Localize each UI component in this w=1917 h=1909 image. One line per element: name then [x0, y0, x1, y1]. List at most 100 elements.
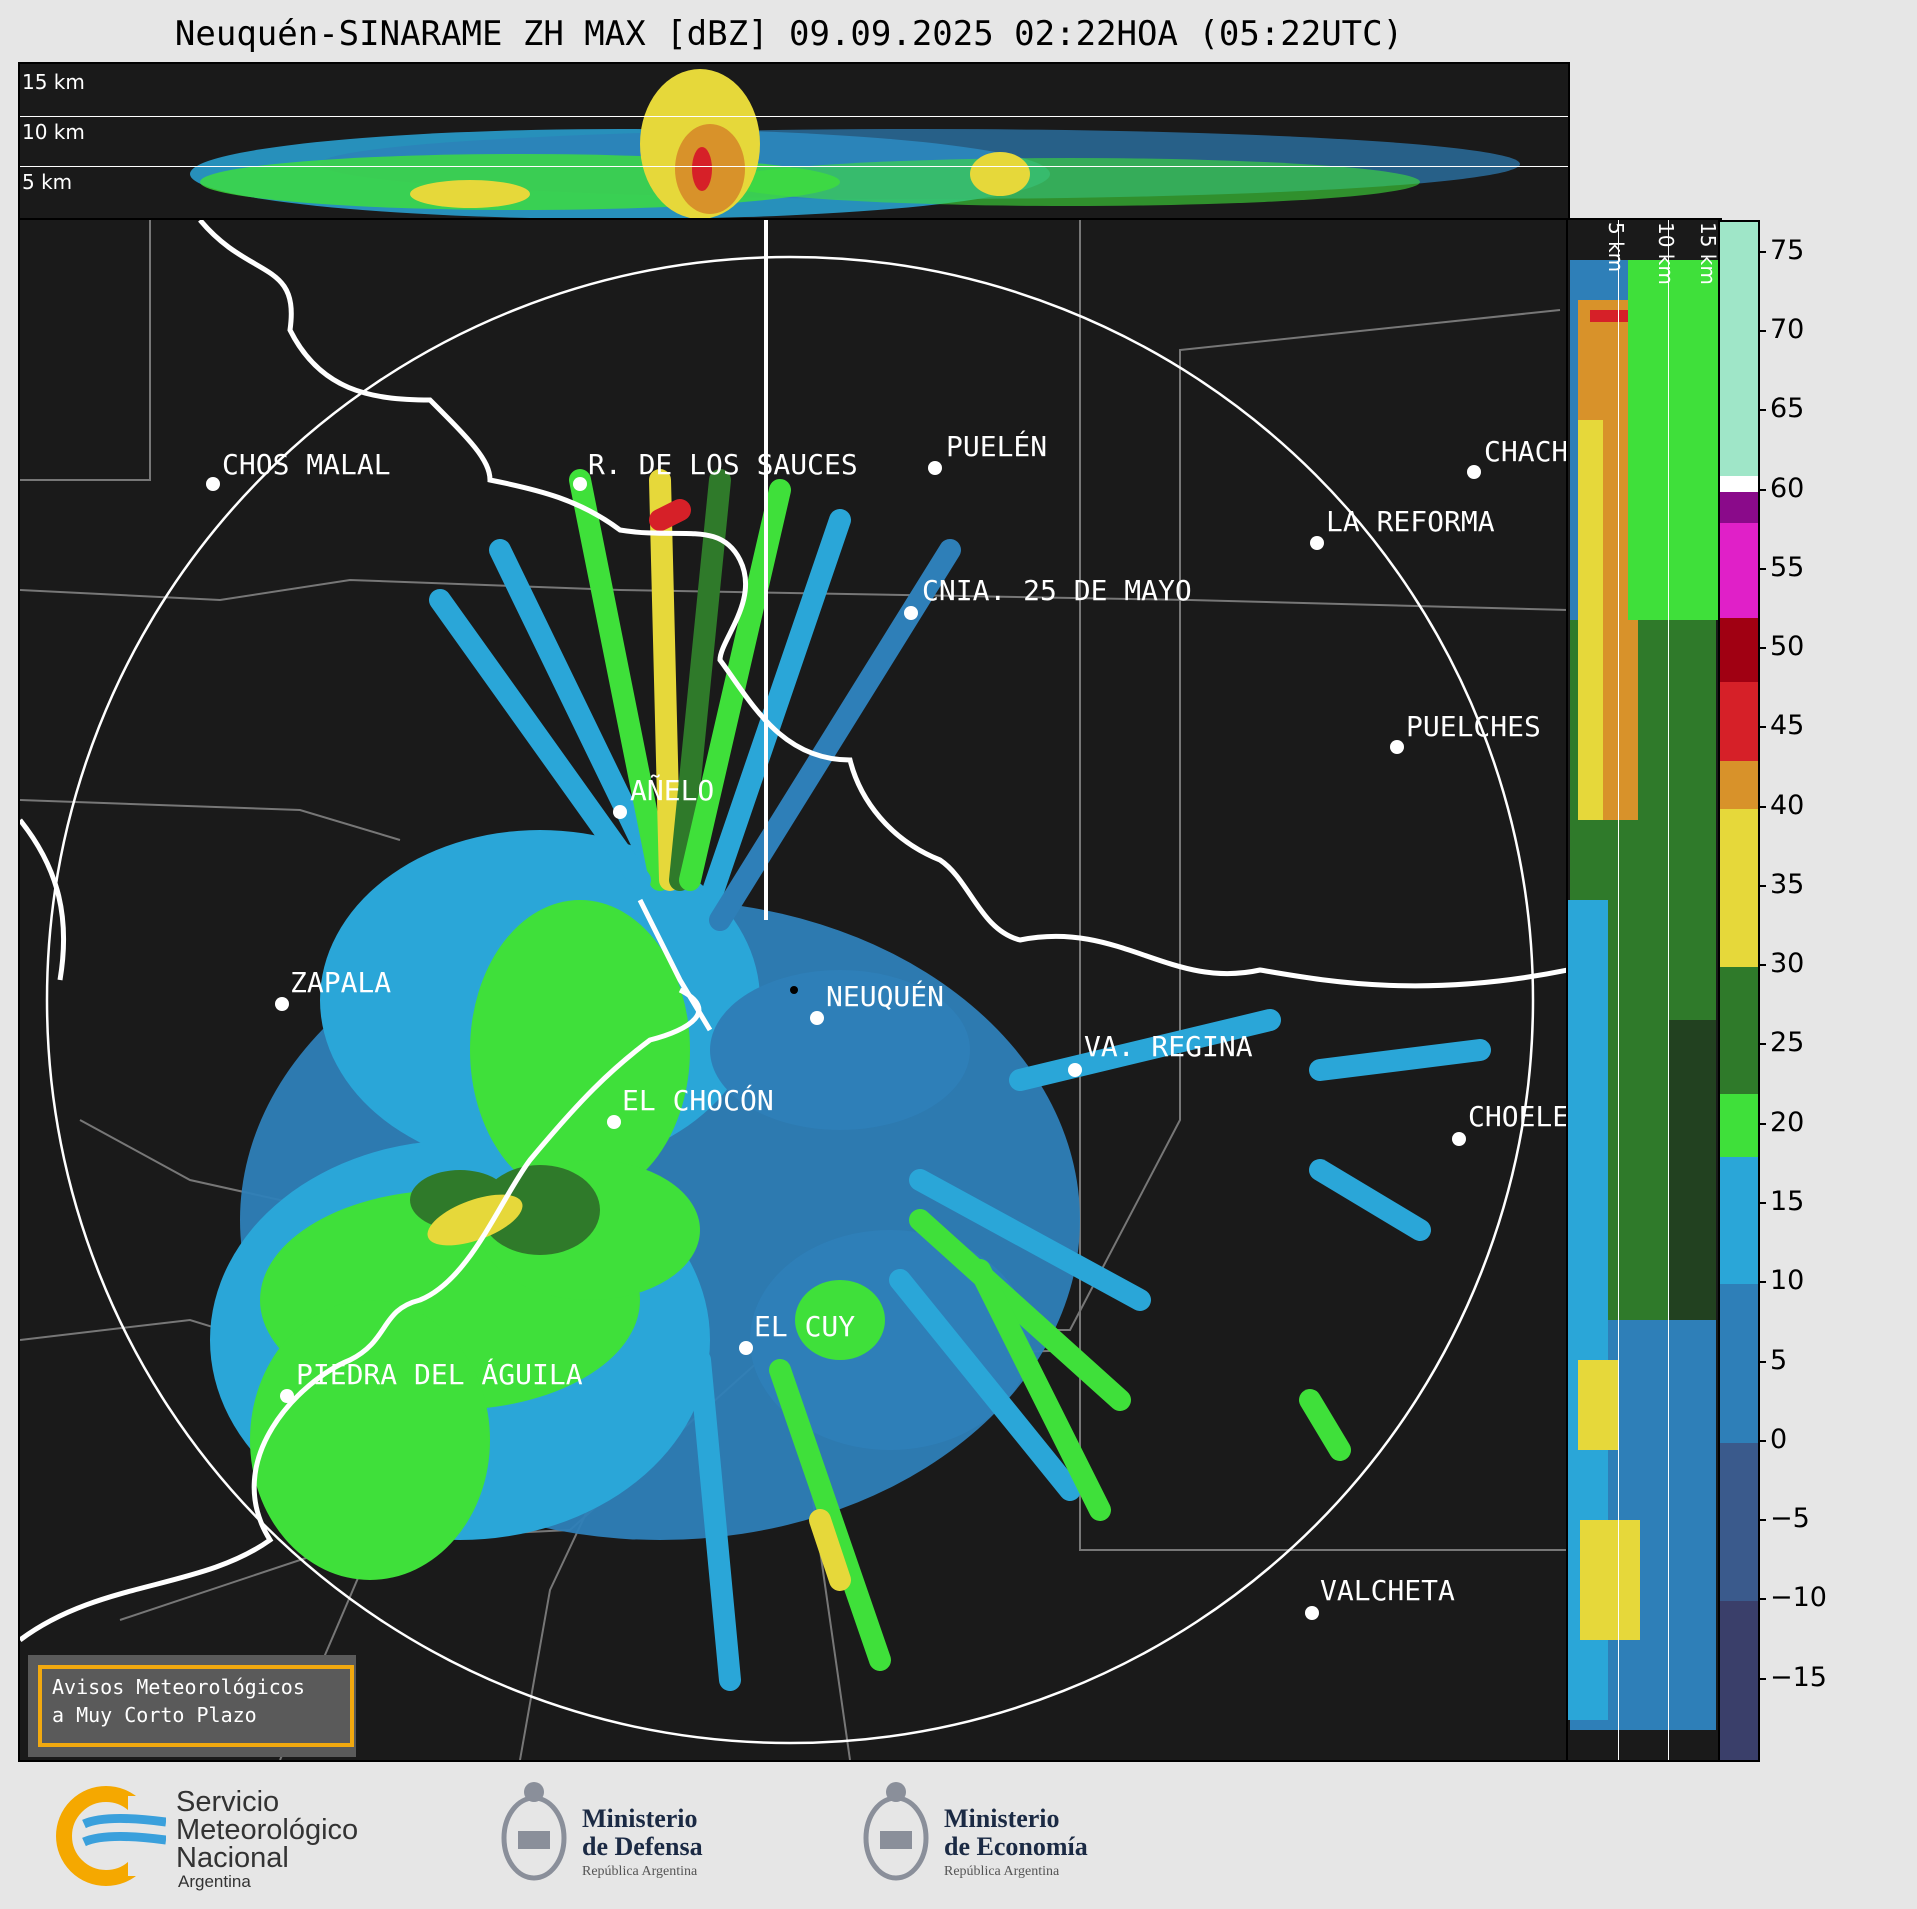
smn-text-line2: Meteorológico	[176, 1814, 359, 1846]
colorbar-tick-mark	[1758, 488, 1766, 491]
economia-text-line2: de Economía	[944, 1832, 1088, 1861]
city-label-cnia-25-de-mayo: CNIA. 25 DE MAYO	[922, 574, 1192, 607]
city-dot-chach	[1467, 465, 1481, 479]
page-title: Neuquén-SINARAME ZH MAX [dBZ] 09.09.2025…	[174, 14, 1404, 54]
avisos-line2: a Muy Corto Plazo	[52, 1703, 257, 1727]
city-label-anelo: AÑELO	[630, 774, 715, 807]
defensa-text-line1: Ministerio	[582, 1804, 698, 1833]
colorbar-tick-mark	[1758, 726, 1766, 729]
side-km-label-15: 15 km	[1696, 222, 1720, 285]
colorbar-segment	[1720, 681, 1758, 762]
colorbar-tick-mark	[1758, 805, 1766, 808]
colorbar-tick-mark	[1758, 647, 1766, 650]
smn-text-line3: Nacional	[176, 1842, 289, 1874]
colorbar-tick-label: 55	[1770, 551, 1805, 583]
colorbar-tick-label: 45	[1770, 710, 1805, 742]
city-label-chos-malal: CHOS MALAL	[222, 448, 391, 481]
top-km-label-15: 15 km	[22, 70, 85, 94]
colorbar-tick-label: −5	[1770, 1503, 1810, 1535]
city-dot-la-reforma	[1310, 536, 1324, 550]
colorbar-tick-label: 30	[1770, 948, 1805, 980]
top-km-label-10: 10 km	[22, 120, 85, 144]
city-label-la-reforma: LA REFORMA	[1326, 505, 1495, 538]
radar-site-marker	[790, 986, 798, 994]
economia-text-line1: Ministerio	[944, 1804, 1060, 1833]
colorbar-tick-label: 65	[1770, 393, 1805, 425]
colorbar-tick-label: −10	[1770, 1582, 1827, 1614]
city-dot-el-chocon	[607, 1115, 621, 1129]
city-dot-r-de-los-sauces	[573, 477, 587, 491]
colorbar-tick-mark	[1758, 884, 1766, 887]
colorbar-tick-mark	[1758, 1360, 1766, 1363]
colorbar-segment	[1720, 1157, 1758, 1285]
colorbar-tick-label: 60	[1770, 472, 1805, 504]
colorbar-tick-label: 5	[1770, 1344, 1788, 1376]
colorbar-tick-label: 0	[1770, 1423, 1788, 1455]
colorbar-tick-mark	[1758, 329, 1766, 332]
colorbar-segment	[1720, 967, 1758, 1095]
colorbar-tick-label: 10	[1770, 1265, 1805, 1297]
smn-logo: Servicio Meteorológico Nacional Argentin…	[56, 1786, 386, 1891]
dbz-colorbar	[1718, 220, 1760, 1762]
city-dot-va-regina	[1068, 1063, 1082, 1077]
top-cross-section-svg	[190, 69, 1520, 218]
city-label-choele: CHOELE	[1468, 1100, 1570, 1133]
colorbar-segment	[1720, 808, 1758, 968]
city-label-r-de-los-sauces: R. DE LOS SAUCES	[588, 448, 858, 481]
avisos-line1: Avisos Meteorológicos	[52, 1675, 305, 1699]
colorbar-segment	[1720, 222, 1758, 476]
colorbar-tick-mark	[1758, 1677, 1766, 1680]
colorbar-tick-label: −15	[1770, 1661, 1827, 1693]
colorbar-tick-label: 15	[1770, 1186, 1805, 1218]
smn-text-line1: Servicio	[176, 1786, 280, 1818]
city-label-piedra-del-aguila: PIEDRA DEL ÁGUILA	[296, 1358, 583, 1391]
colorbar-tick-mark	[1758, 250, 1766, 253]
colorbar-segment	[1720, 761, 1758, 809]
top-km-label-5: 5 km	[22, 170, 73, 194]
colorbar-tick-mark	[1758, 1519, 1766, 1522]
city-label-el-cuy: EL CUY	[754, 1310, 856, 1343]
city-label-puelches: PUELCHES	[1406, 710, 1541, 743]
radar-map-svg	[20, 220, 1568, 1760]
colorbar-segment	[1720, 1284, 1758, 1443]
colorbar-tick-mark	[1758, 1598, 1766, 1601]
smn-logo-icon	[56, 1786, 168, 1886]
city-dot-anelo	[613, 805, 627, 819]
city-label-valcheta: VALCHETA	[1320, 1574, 1455, 1607]
economia-logo: Ministerio de Economía República Argenti…	[858, 1776, 1158, 1896]
city-label-va-regina: VA. REGINA	[1084, 1030, 1253, 1063]
radar-map-panel: CHOS MALAL R. DE LOS SAUCES PUELÉN CHACH…	[18, 218, 1570, 1762]
colorbar-segment	[1720, 1601, 1758, 1760]
colorbar-tick-mark	[1758, 567, 1766, 570]
colorbar-tick-label: 70	[1770, 313, 1805, 345]
defensa-logo: Ministerio de Defensa República Argentin…	[496, 1776, 776, 1896]
top-cross-section-panel: 15 km 10 km 5 km	[18, 62, 1570, 220]
colorbar-tick-mark	[1758, 1281, 1766, 1284]
avisos-box: Avisos Meteorológicos a Muy Corto Plazo	[28, 1655, 356, 1757]
colorbar-tick-label: 50	[1770, 631, 1805, 663]
city-label-chach: CHACH	[1484, 435, 1569, 468]
defensa-seal-icon	[501, 1782, 567, 1881]
city-dot-valcheta	[1305, 1606, 1319, 1620]
radar-range-ring	[45, 255, 1535, 1745]
side-km-label-5: 5 km	[1604, 222, 1628, 273]
colorbar-tick-label: 25	[1770, 1027, 1805, 1059]
colorbar-segment	[1720, 523, 1758, 619]
colorbar-tick-mark	[1758, 1122, 1766, 1125]
colorbar-tick-label: 40	[1770, 789, 1805, 821]
smn-text-line4: Argentina	[178, 1872, 251, 1891]
city-dot-choele	[1452, 1132, 1466, 1146]
city-dot-neuquen	[810, 1011, 824, 1025]
city-dot-chos-malal	[206, 477, 220, 491]
colorbar-tick-label: 35	[1770, 868, 1805, 900]
colorbar-tick-label: 75	[1770, 234, 1805, 266]
side-cross-section-panel: 5 km 10 km 15 km	[1566, 218, 1722, 1762]
city-dot-el-cuy	[739, 1341, 753, 1355]
colorbar-tick-label: 20	[1770, 1106, 1805, 1138]
city-label-neuquen: NEUQUÉN	[826, 980, 945, 1013]
colorbar-segment	[1720, 491, 1758, 524]
colorbar-segment	[1720, 618, 1758, 682]
colorbar-tick-mark	[1758, 1043, 1766, 1046]
city-label-el-chocon: EL CHOCÓN	[622, 1084, 774, 1117]
colorbar-tick-mark	[1758, 409, 1766, 412]
